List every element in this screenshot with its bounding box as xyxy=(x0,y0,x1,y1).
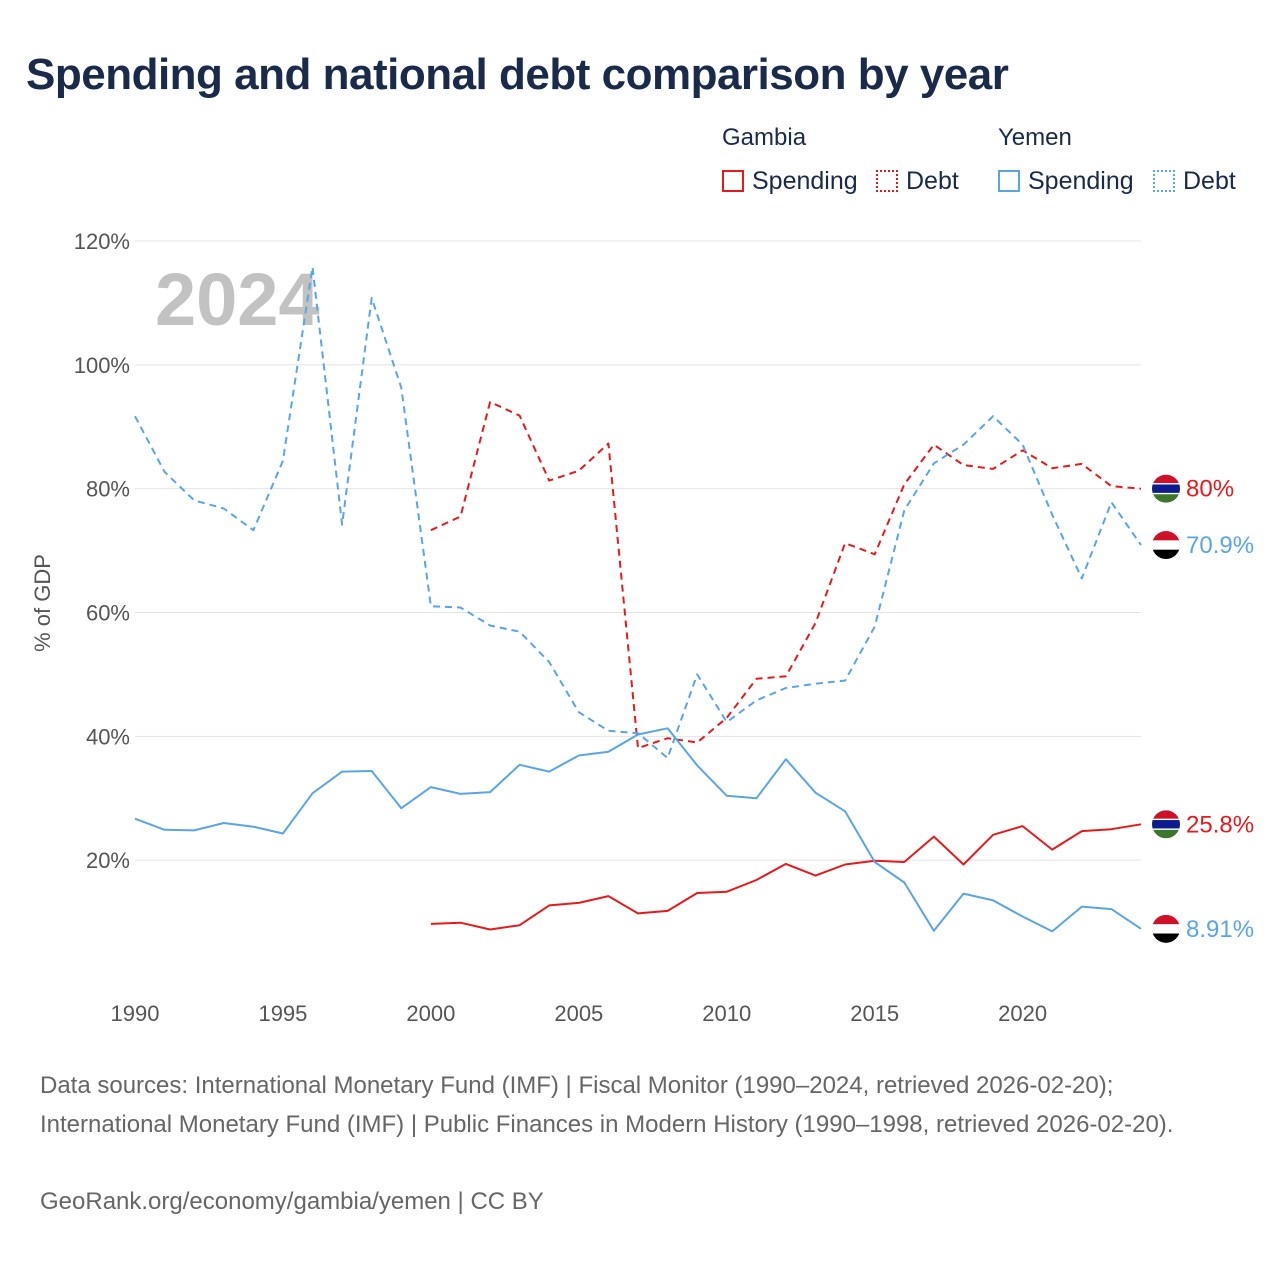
legend-gambia-spending-label: Spending xyxy=(752,166,858,195)
gambia-debt-end-label: 80% xyxy=(1186,476,1234,503)
y-tick-label: 20% xyxy=(86,848,130,873)
y-tick-label: 100% xyxy=(74,353,130,378)
legend-gambia-spending[interactable]: Spending xyxy=(722,166,858,196)
yemen-spending-line xyxy=(134,727,1142,933)
legend-gambia-title: Gambia xyxy=(722,124,807,151)
legend-gambia-spending-swatch xyxy=(722,170,744,192)
data-sources: Data sources: International Monetary Fun… xyxy=(40,1072,1174,1138)
y-tick-label: 40% xyxy=(86,724,130,749)
gambia-debt-line xyxy=(430,401,1142,750)
x-tick-label: 2010 xyxy=(702,1001,751,1026)
gambia-spending-flag-marker xyxy=(1152,810,1180,839)
x-tick-label: 2000 xyxy=(406,1001,455,1026)
year-watermark: 2024 xyxy=(155,258,320,341)
legend-gambia-debt-label: Debt xyxy=(906,166,959,195)
legend-gambia-debt[interactable]: Debt xyxy=(876,166,959,196)
x-tick-label: 1995 xyxy=(258,1001,307,1026)
yemen-spending-end-label: 8.91% xyxy=(1186,916,1254,943)
y-tick-label: 80% xyxy=(86,477,130,502)
yemen-debt-flag-marker xyxy=(1152,531,1180,560)
gambia-spending-end-label: 25.8% xyxy=(1186,811,1254,838)
legend-yemen-spending-label: Spending xyxy=(1028,166,1134,195)
yemen-spending-flag-marker xyxy=(1152,914,1180,943)
legend-yemen-spending[interactable]: Spending xyxy=(998,166,1134,196)
x-tick-label: 2020 xyxy=(998,1001,1047,1026)
legend-yemen-spending-swatch xyxy=(998,170,1020,192)
y-tick-label: 60% xyxy=(86,601,130,626)
chart-title: Spending and national debt comparison by… xyxy=(26,50,1009,99)
legend-gambia-debt-swatch xyxy=(876,170,898,192)
x-tick-label: 2015 xyxy=(850,1001,899,1026)
gambia-spending-line xyxy=(430,823,1142,931)
yemen-debt-line xyxy=(134,266,1142,759)
y-tick-label: 120% xyxy=(74,229,130,254)
legend-yemen-title: Yemen xyxy=(998,124,1072,151)
legend-yemen-debt-label: Debt xyxy=(1183,166,1236,195)
y-axis-label: % of GDP xyxy=(30,554,55,652)
yemen-debt-end-label: 70.9% xyxy=(1186,532,1254,559)
x-tick-label: 2005 xyxy=(554,1001,603,1026)
legend-yemen-debt[interactable]: Debt xyxy=(1153,166,1236,196)
legend-yemen-debt-swatch xyxy=(1153,170,1175,192)
credit-line[interactable]: GeoRank.org/economy/gambia/yemen | CC BY xyxy=(40,1188,544,1215)
x-tick-label: 1990 xyxy=(111,1001,160,1026)
gambia-debt-flag-marker xyxy=(1152,474,1180,503)
